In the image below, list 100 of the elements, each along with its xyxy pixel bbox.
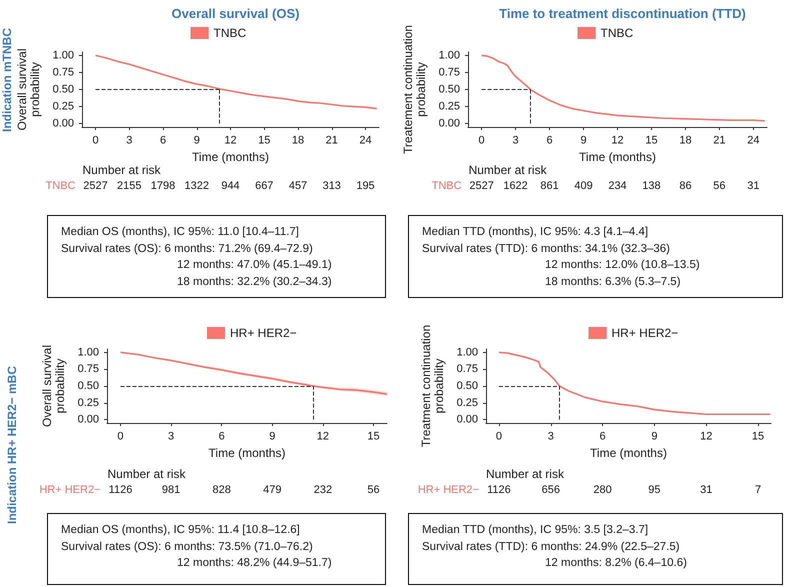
y-tick-label: 0.50 (438, 84, 460, 96)
y-axis-title: Treatment continuation probability (419, 324, 446, 448)
y-tick-label: 0.50 (52, 84, 74, 96)
text: 56 (713, 180, 726, 192)
text: 2155 (117, 180, 142, 192)
text: 457 (288, 180, 308, 192)
text: 12 months: 8.2% (6.4–10.6) (544, 556, 688, 571)
text: 656 (542, 484, 560, 496)
x-tick-label: 9 (269, 430, 276, 442)
y-tick-label: 0.00 (78, 414, 99, 426)
text: 2527 (469, 180, 494, 192)
text: 195 (356, 180, 375, 192)
x-tick-label: 0 (478, 134, 485, 146)
text: 138 (642, 180, 661, 192)
text: Indication mTNBC (0, 28, 14, 132)
x-tick-label: 24 (359, 134, 372, 146)
x-tick-label: 0 (92, 134, 99, 146)
text: Survival rates (OS): 6 months: 73.5% (71.0–76.2) (61, 540, 314, 554)
text: 280 (593, 484, 612, 496)
text: 1798 (150, 180, 176, 192)
text: 18 months: 6.3% (5.3–7.5) (544, 274, 682, 290)
y-tick-label: 1.00 (52, 49, 74, 62)
text: Indication HR+ HER2− mBC (5, 366, 19, 524)
x-tick-label: 9 (580, 134, 587, 146)
y-tick-label: 0.00 (52, 118, 74, 130)
x-axis-title: Time (months) (579, 150, 656, 164)
text: 1622 (503, 180, 528, 192)
x-tick-label: 12 (611, 134, 624, 146)
y-axis-title: Treatement continuation probability (401, 25, 428, 154)
legend-label: HR+ HER2− (230, 326, 297, 340)
legend-label: HR+ HER2− (612, 326, 678, 340)
text: Median OS (months), IC 95%: 11.0 [10.4–11.7] (61, 225, 300, 240)
x-tick-label: 15 (258, 134, 270, 146)
y-tick-label: 0.75 (78, 363, 99, 376)
y-tick-label: 0.50 (78, 380, 99, 392)
y-tick-label: 0.50 (456, 380, 478, 392)
text: 667 (255, 180, 274, 192)
x-tick-label: 3 (512, 134, 519, 146)
text: 981 (162, 484, 180, 496)
text: HR+ HER2− (39, 484, 100, 496)
text: HR+ HER2− (418, 484, 479, 496)
x-tick-label: 6 (546, 134, 553, 146)
text: 861 (540, 180, 559, 192)
y-tick-label: 0.00 (438, 118, 460, 130)
text: 18 months: 32.2% (30.2–34.3) (176, 274, 333, 290)
text: Number at risk (486, 467, 564, 481)
x-tick-label: 18 (679, 134, 692, 146)
x-tick-label: 24 (747, 134, 760, 146)
y-tick-label: 0.00 (456, 414, 478, 426)
y-tick-label: 1.00 (78, 346, 99, 358)
y-tick-label: 0.75 (456, 363, 478, 376)
x-tick-label: 6 (160, 134, 166, 146)
x-tick-label: 18 (292, 134, 304, 146)
text: 479 (263, 484, 282, 496)
text: 1126 (487, 484, 511, 496)
x-tick-label: 12 (700, 430, 712, 442)
x-axis-title: Time (months) (192, 150, 269, 164)
x-tick-label: 0 (496, 430, 502, 442)
text: TNBC (432, 180, 462, 192)
text: Survival rates (TTD): 6 months: 24.9% (22.5–27.5) (422, 540, 681, 554)
x-tick-label: 9 (651, 430, 658, 442)
line-series (94, 54, 378, 110)
y-tick-label: 0.25 (456, 396, 478, 409)
legend-label: TNBC (214, 26, 246, 40)
text: Median OS (months), IC 95%: 11.4 [10.8–12.6] (61, 523, 301, 538)
chart-title: Overall survival (OS) (172, 6, 300, 21)
y-axis-title: Overall survival probability (40, 344, 68, 428)
text: 409 (574, 180, 593, 192)
text: 7 (754, 484, 762, 496)
text: 944 (221, 180, 240, 192)
x-tick-label: 0 (117, 430, 124, 442)
y-tick-label: 1.00 (456, 346, 478, 358)
x-axis-title: Time (months) (590, 446, 667, 460)
text: 828 (212, 484, 231, 496)
y-tick-label: 0.75 (438, 66, 460, 78)
text: Median TTD (months), IC 95%: 3.5 [3.2–3.7] (422, 523, 650, 538)
x-tick-label: 9 (194, 134, 200, 146)
text: 1322 (184, 180, 209, 192)
text: Number at risk (107, 467, 186, 481)
text: 31 (700, 484, 712, 496)
text: 232 (314, 484, 332, 496)
text: Median TTD (months), IC 95%: 4.3 [4.1–4.4] (422, 225, 650, 240)
text: Survival rates (OS): 6 months: 71.2% (69.4–72.9) (61, 242, 314, 256)
x-tick-label: 21 (326, 134, 338, 146)
x-tick-label: 3 (548, 430, 554, 442)
text: Number at risk (468, 163, 547, 177)
text: Survival rates (TTD): 6 months: 34.1% (32.3–36) (422, 242, 671, 256)
x-tick-label: 6 (218, 430, 225, 442)
text: 95 (648, 484, 661, 496)
text: 56 (367, 484, 380, 496)
y-tick-label: 1.00 (438, 49, 460, 62)
x-tick-label: 6 (600, 430, 606, 442)
text: 86 (679, 180, 692, 192)
x-tick-label: 15 (367, 430, 380, 442)
x-tick-label: 15 (752, 430, 764, 442)
text: 2527 (83, 180, 108, 192)
text: 12 months: 48.2% (44.9–51.7) (176, 556, 333, 571)
text: Number at risk (82, 163, 161, 177)
text: 234 (608, 180, 627, 192)
x-tick-label: 3 (168, 430, 174, 442)
